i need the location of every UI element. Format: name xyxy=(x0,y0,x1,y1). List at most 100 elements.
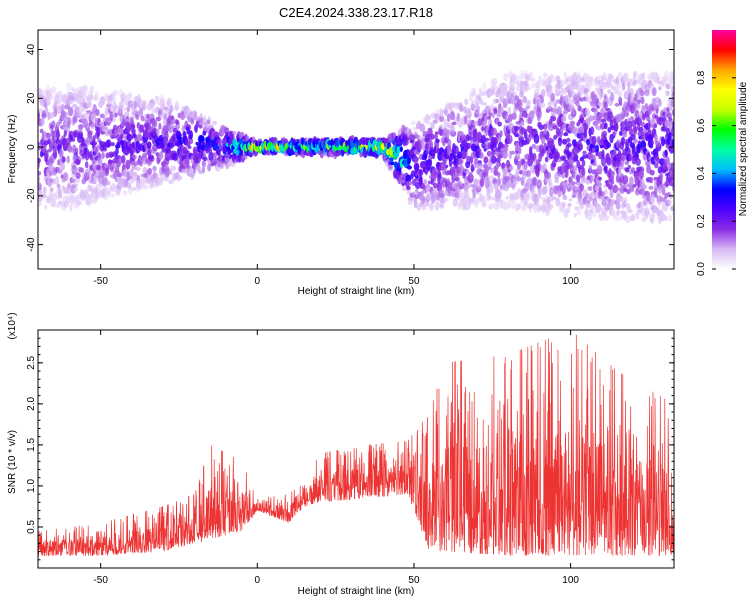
spectrogram-blob xyxy=(427,116,431,121)
spectrogram-blob xyxy=(540,102,546,108)
spectrogram-blob xyxy=(612,184,618,194)
spectrogram-blob xyxy=(156,128,160,137)
spectrogram-blob xyxy=(388,164,393,169)
spectrogram-blob xyxy=(100,96,106,106)
spectrogram-blob xyxy=(540,148,545,157)
spectrogram-blob xyxy=(629,88,634,95)
spectrogram-y-axis-label: Frequency (Hz) xyxy=(7,115,18,184)
spectrogram-blob xyxy=(588,115,594,122)
spectrogram-blob xyxy=(533,133,540,144)
spectrogram-blob xyxy=(657,98,662,108)
spectrogram-blob xyxy=(549,203,554,210)
spectrogram-blob xyxy=(554,178,559,184)
spectrogram-blob xyxy=(606,142,611,149)
spectrogram-blob xyxy=(564,168,569,178)
spectrogram-blob xyxy=(211,120,218,126)
spectrogram-blob xyxy=(390,161,395,166)
spectrogram-blob xyxy=(95,164,102,171)
spectrogram-blob xyxy=(530,77,536,82)
spectrogram-blob xyxy=(647,119,652,129)
spectrogram-blob xyxy=(650,213,656,218)
spectrogram-blob xyxy=(666,112,672,119)
spectrogram-blob xyxy=(163,118,167,127)
snr-frame xyxy=(37,329,675,569)
spectrogram-blob xyxy=(614,215,619,222)
spectrogram-blob xyxy=(587,186,593,191)
spectrogram-blob xyxy=(44,106,49,115)
spectrogram-blob xyxy=(669,194,673,200)
spectrogram-blob xyxy=(576,70,581,80)
spectrogram-blob xyxy=(546,207,552,212)
spectrogram-blob xyxy=(501,162,505,169)
spectrogram-blob xyxy=(83,189,89,200)
spectrogram-blob xyxy=(114,112,118,118)
spectrogram-blob xyxy=(165,147,172,153)
spectrogram-blob xyxy=(617,72,623,77)
spectrogram-blob xyxy=(59,162,65,172)
spectrogram-blob xyxy=(497,121,503,127)
spectrogram-blob xyxy=(598,190,602,199)
spectrogram-blob xyxy=(490,104,495,114)
spectrogram-blob xyxy=(66,155,70,164)
spectrogram-blob xyxy=(439,203,445,209)
spectrogram-blob xyxy=(631,149,637,156)
spectrogram-blob xyxy=(85,136,90,147)
spectrogram-blob xyxy=(409,139,414,144)
spectrogram-blob xyxy=(136,93,141,104)
spectrogram-blob xyxy=(202,156,208,162)
spectrogram-blob xyxy=(101,130,106,135)
spectrogram-blob xyxy=(158,151,163,160)
spectrogram-blob xyxy=(155,116,161,122)
spectrogram-blob xyxy=(482,163,489,169)
spectrogram-blob xyxy=(601,130,608,137)
spectrogram-blob xyxy=(440,192,445,199)
spectrogram-blob xyxy=(479,195,486,201)
spectrogram-blob xyxy=(399,146,403,153)
spectrogram-blob xyxy=(550,138,555,145)
spectrogram-blob xyxy=(536,179,542,189)
spectrogram-blob xyxy=(465,142,471,150)
spectrogram-blob xyxy=(155,95,159,100)
spectrogram-blob xyxy=(56,95,63,106)
spectrogram-blob xyxy=(543,72,548,79)
spectrogram-blob xyxy=(400,179,406,184)
spectrogram-blob xyxy=(92,164,97,169)
spectrogram-blob xyxy=(482,82,487,91)
spectrogram-blob xyxy=(218,144,223,152)
spectrogram-blob xyxy=(630,167,636,173)
spectrogram-blob xyxy=(511,112,517,120)
spectrogram-blob xyxy=(90,175,97,181)
spectrogram-blob xyxy=(569,120,576,126)
spectrogram-blob xyxy=(213,157,218,162)
spectrogram-blob xyxy=(444,164,449,169)
spectrogram-blob xyxy=(616,210,620,217)
spectrogram-blob xyxy=(473,120,479,127)
spectrogram-blob xyxy=(617,216,623,221)
tick-label: 0 xyxy=(255,575,261,586)
spectrogram-blob xyxy=(47,111,51,120)
spectrogram-blob xyxy=(69,203,73,212)
spectrogram-blob xyxy=(38,157,41,164)
spectrogram-blob xyxy=(490,155,497,164)
spectrogram-blob xyxy=(538,124,544,130)
snr-x-axis-label: Height of straight line (km) xyxy=(298,586,415,597)
spectrogram-blob xyxy=(553,101,557,109)
spectrogram-blob xyxy=(670,162,674,173)
spectrogram-blob xyxy=(103,146,108,152)
spectrogram-blob xyxy=(79,167,85,173)
spectrogram-blob xyxy=(113,105,118,115)
spectrogram-blob xyxy=(90,123,95,130)
spectrogram-blob xyxy=(227,149,234,154)
spectrogram-blob xyxy=(406,165,412,170)
spectrogram-blob xyxy=(507,199,511,209)
spectrogram-blob xyxy=(611,200,615,206)
spectrogram-blob xyxy=(599,144,604,149)
snr-series-line xyxy=(38,334,674,557)
spectrogram-blob xyxy=(483,137,490,142)
spectrogram-blob xyxy=(653,104,659,109)
spectrogram-blob xyxy=(591,135,597,146)
spectrogram-blob xyxy=(654,162,659,169)
spectrogram-blob xyxy=(550,115,556,122)
spectrogram-blob xyxy=(655,140,661,147)
